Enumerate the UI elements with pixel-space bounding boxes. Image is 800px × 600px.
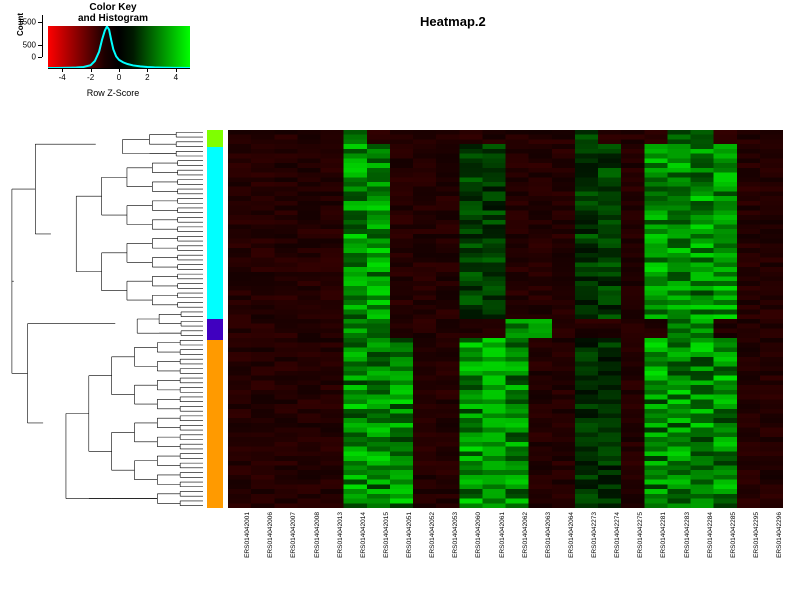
column-label: ERS014042063 [545, 512, 552, 558]
ck-ytick [38, 22, 42, 23]
ck-title-line1: Color Key [89, 2, 136, 13]
color-key-xlabel: Row Z-Score [18, 88, 208, 98]
column-label: ERS014042015 [383, 512, 390, 558]
column-label: ERS014042013 [337, 512, 344, 558]
color-key-histogram [48, 26, 190, 68]
heatmap-canvas [228, 130, 783, 508]
color-key-gradient-wrap [48, 26, 190, 68]
color-key-panel: Color Key and Histogram Count 05001500 -… [18, 2, 208, 110]
ck-yaxis-line [42, 15, 43, 57]
ck-ytick-label: 1500 [18, 18, 36, 27]
column-label: ERS014042281 [660, 512, 667, 558]
ck-ytick [38, 45, 42, 46]
ck-xtick-label: -4 [59, 73, 66, 82]
column-label: ERS014042285 [730, 512, 737, 558]
ck-ytick [38, 57, 42, 58]
row-side-segment [207, 130, 223, 147]
ck-ytick-label: 0 [32, 53, 36, 62]
ck-xtick [62, 68, 63, 72]
column-label: ERS014042274 [614, 512, 621, 558]
heatmap [228, 130, 783, 508]
ck-xtick-label: -2 [87, 73, 94, 82]
column-label: ERS014042052 [429, 512, 436, 558]
column-label: ERS014042014 [360, 512, 367, 558]
column-label: ERS014042295 [753, 512, 760, 558]
column-label: ERS014042275 [637, 512, 644, 558]
color-key-yaxis: 05001500 [18, 15, 46, 57]
column-label: ERS014042061 [499, 512, 506, 558]
column-label: ERS014042284 [707, 512, 714, 558]
ck-xtick [119, 68, 120, 72]
ck-xtick-label: 0 [117, 73, 121, 82]
ck-xtick-label: 4 [174, 73, 178, 82]
ck-title-line2: and Histogram [78, 13, 148, 24]
ck-xtick [147, 68, 148, 72]
column-label: ERS014042053 [452, 512, 459, 558]
column-label: ERS014042273 [591, 512, 598, 558]
column-label: ERS014042296 [776, 512, 783, 558]
row-side-segment [207, 319, 223, 340]
color-key-xaxis: -4 -2 0 2 4 [48, 68, 190, 86]
ck-ytick-label: 500 [23, 41, 36, 50]
column-label: ERS014042283 [684, 512, 691, 558]
color-key-title: Color Key and Histogram [18, 2, 208, 24]
column-label: ERS014042062 [522, 512, 529, 558]
ck-xtick-label: 2 [145, 73, 149, 82]
column-label: ERS014042008 [314, 512, 321, 558]
column-label: ERS014042060 [475, 512, 482, 558]
column-label: ERS014042006 [267, 512, 274, 558]
ck-xtick [176, 68, 177, 72]
row-side-colorbar [207, 130, 223, 508]
column-label: ERS014042007 [290, 512, 297, 558]
row-dendrogram [8, 130, 203, 508]
main-title: Heatmap.2 [420, 14, 486, 29]
row-side-segment [207, 340, 223, 508]
color-key-gradient [48, 26, 190, 68]
column-label: ERS014042001 [244, 512, 251, 558]
ck-xtick [91, 68, 92, 72]
column-label: ERS014042064 [568, 512, 575, 558]
row-side-segment [207, 147, 223, 319]
column-label: ERS014042051 [406, 512, 413, 558]
column-labels: ERS014042001 ERS014042006 ERS014042007 ERS0… [228, 510, 783, 595]
